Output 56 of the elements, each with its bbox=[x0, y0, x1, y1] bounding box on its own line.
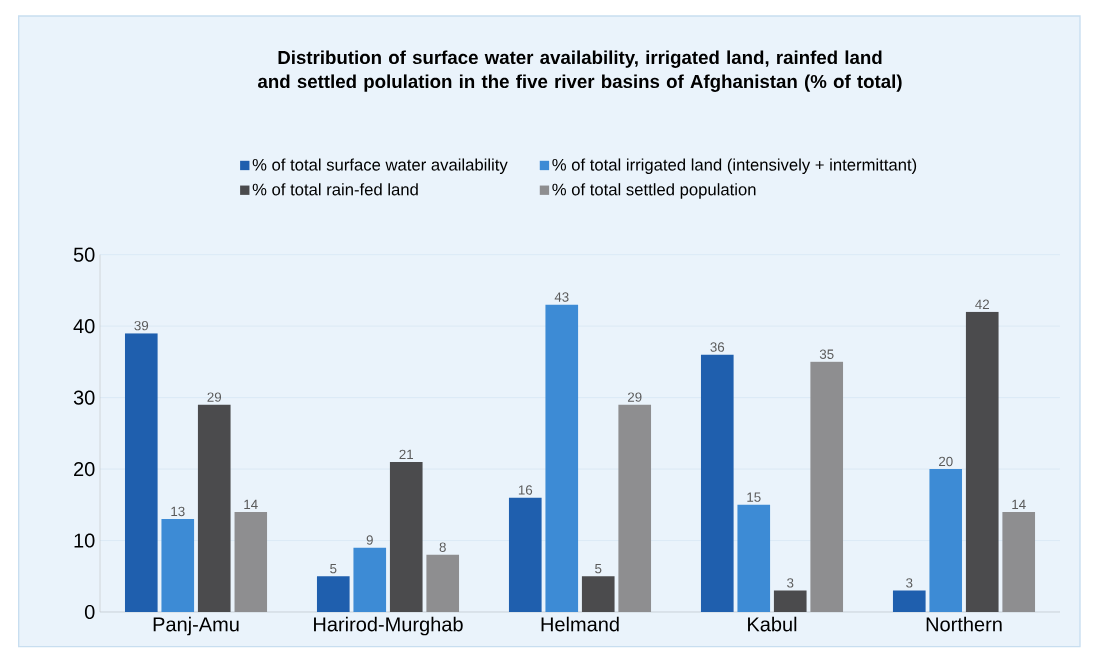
legend-label: % of total rain-fed land bbox=[252, 183, 418, 196]
bar bbox=[700, 354, 734, 612]
data-label: 13 bbox=[171, 506, 185, 517]
bar bbox=[581, 576, 615, 612]
data-label: 5 bbox=[595, 564, 602, 574]
legend-label: % of total irrigated land (intensively + intermittant) bbox=[552, 158, 917, 174]
bar bbox=[197, 404, 231, 612]
x-tick-label: Kabul bbox=[748, 616, 797, 632]
data-label: 42 bbox=[975, 299, 989, 309]
bar bbox=[234, 511, 268, 612]
data-label: 36 bbox=[710, 342, 725, 352]
bar bbox=[892, 590, 926, 612]
data-label: 14 bbox=[244, 499, 258, 510]
data-label: 20 bbox=[939, 456, 953, 467]
data-label: 21 bbox=[399, 449, 414, 459]
data-label: 15 bbox=[747, 492, 761, 502]
bar bbox=[1002, 511, 1036, 612]
bar bbox=[426, 554, 460, 612]
data-label: 43 bbox=[554, 292, 569, 302]
bar bbox=[389, 461, 423, 612]
bar bbox=[508, 497, 542, 612]
bar bbox=[965, 311, 999, 612]
legend-label: % of total settled population bbox=[552, 183, 756, 199]
data-label: 16 bbox=[518, 485, 533, 495]
y-tick-label: 30 bbox=[73, 390, 95, 405]
bar bbox=[316, 576, 350, 612]
y-tick-label: 40 bbox=[73, 319, 95, 334]
data-label: 14 bbox=[1012, 499, 1026, 510]
bar bbox=[161, 519, 195, 612]
data-label: 3 bbox=[906, 578, 913, 588]
x-tick-label: Northern bbox=[926, 616, 1002, 632]
data-label: 29 bbox=[627, 392, 642, 402]
x-tick-label: Harirod-Murghab bbox=[314, 616, 463, 636]
x-tick-label: Helmand bbox=[541, 616, 619, 632]
bar bbox=[545, 304, 579, 612]
bar bbox=[810, 361, 844, 612]
bar bbox=[353, 547, 387, 612]
data-label: 5 bbox=[330, 564, 337, 574]
y-tick-label: 10 bbox=[74, 533, 95, 548]
bar bbox=[773, 590, 807, 612]
legend-label: % of total surface water availability bbox=[252, 158, 508, 174]
y-tick-label: 50 bbox=[73, 247, 95, 262]
bar bbox=[737, 504, 771, 612]
bar bbox=[929, 469, 963, 612]
bar bbox=[618, 404, 652, 612]
data-label: 35 bbox=[819, 349, 834, 359]
y-tick-label: 0 bbox=[84, 604, 95, 620]
data-label: 8 bbox=[439, 542, 446, 552]
data-label: 29 bbox=[207, 392, 222, 402]
data-label: 3 bbox=[787, 578, 794, 588]
bar bbox=[124, 333, 158, 612]
x-tick-label: Panj-Amu bbox=[153, 616, 239, 636]
data-label: 39 bbox=[134, 320, 149, 331]
data-label: 9 bbox=[366, 535, 373, 545]
y-tick-label: 20 bbox=[74, 461, 95, 477]
chart-title: Distribution of surface water availability, irrigated land, rainfed land and settled polulation in the five river basins of Afghanistan (% of total) bbox=[258, 50, 902, 92]
